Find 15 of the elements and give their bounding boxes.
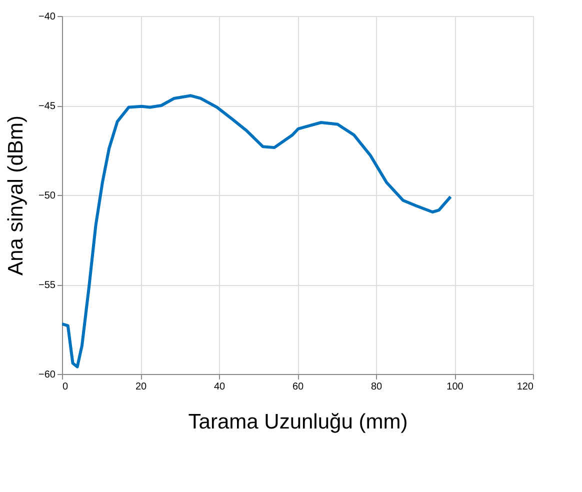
x-tick-label: 80 — [370, 382, 382, 392]
x-tick-label: 100 — [446, 382, 464, 392]
x-tick-label: 20 — [135, 382, 147, 392]
x-tick-label: 40 — [214, 382, 226, 392]
line-series — [62, 94, 452, 368]
y-tick-label: −40 — [38, 12, 56, 22]
y-tick-label: −55 — [38, 280, 56, 291]
x-tick-label: 120 — [516, 382, 534, 392]
x-tick-label: 0 — [62, 382, 68, 392]
x-tick-label: 60 — [292, 382, 304, 392]
y-tick-label: −45 — [38, 101, 56, 112]
y-tick-label: −60 — [38, 370, 56, 380]
y-axis-title: Ana sinyal (dBm) — [4, 116, 28, 276]
x-axis-title: Tarama Uzunluğu (mm) — [188, 410, 408, 434]
y-tick-label: −50 — [38, 190, 56, 202]
